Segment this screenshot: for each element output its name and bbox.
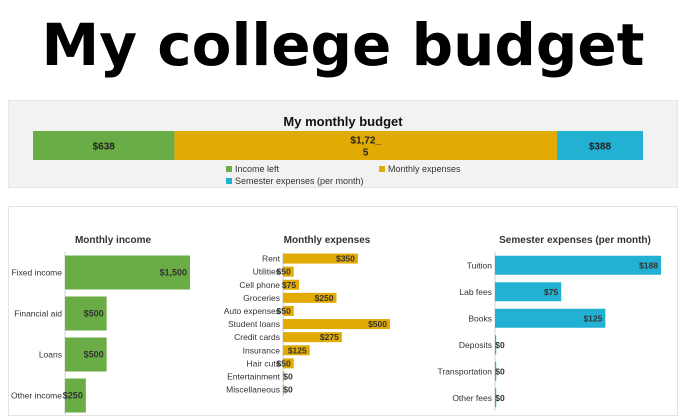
bar: [283, 253, 358, 264]
bar: [495, 361, 497, 381]
bar: [283, 371, 285, 382]
category-label: Cell phone: [239, 280, 280, 290]
data-label: $250: [315, 293, 334, 303]
data-label: $0: [283, 371, 293, 381]
legend-swatch: [226, 178, 232, 184]
category-label: Auto expenses: [224, 306, 280, 316]
category-label: Groceries: [243, 293, 280, 303]
category-label: Tuition: [467, 260, 492, 270]
category-label: Entertainment: [227, 371, 281, 381]
category-label: Loans: [39, 350, 62, 360]
monthly-budget-panel: My monthly budget $638 $1,72_ 5 $388 Income l…: [8, 100, 678, 188]
bar: [283, 266, 294, 277]
bar: [283, 279, 300, 290]
data-label: $75: [282, 280, 296, 290]
bar: [283, 292, 337, 303]
legend-entry: Income left: [235, 164, 280, 174]
data-label: $188: [639, 260, 658, 270]
summary-bar-segment: [33, 131, 175, 160]
bar: [283, 319, 390, 330]
bar: [65, 337, 107, 372]
bar: [65, 296, 107, 331]
legend-swatch: [379, 166, 385, 172]
category-label: Transportation: [438, 366, 493, 376]
data-label: $125: [583, 313, 602, 323]
monthly-budget-chart: My monthly budget $638 $1,72_5 $388 Income l…: [33, 114, 643, 186]
category-label: Hair cuts: [246, 358, 280, 368]
data-label: $50: [277, 267, 291, 277]
category-label: Lab fees: [459, 287, 492, 297]
category-label: Student loans: [228, 319, 280, 329]
bar: [283, 345, 310, 356]
data-label: $500: [84, 350, 104, 360]
data-label: $500: [368, 319, 387, 329]
category-label: Insurance: [243, 345, 281, 355]
category-label: Books: [468, 313, 492, 323]
bar: [65, 255, 190, 290]
bar: [283, 384, 285, 395]
summary-data-label: $638: [93, 142, 116, 153]
category-label: Miscellaneous: [226, 385, 280, 395]
bar: [283, 332, 342, 343]
data-label: $0: [495, 340, 505, 350]
chart-title: Monthly expenses: [284, 235, 371, 246]
bar: [495, 255, 661, 275]
data-label: $500: [84, 309, 104, 319]
category-label: Fixed income: [11, 268, 62, 278]
category-label: Other fees: [452, 393, 492, 403]
data-label: $75: [544, 287, 558, 297]
summary-bar-segment: [174, 131, 557, 160]
data-label: $275: [320, 332, 339, 342]
bar: [495, 335, 497, 355]
category-label: Credit cards: [234, 332, 280, 342]
category-label: Utilities: [253, 267, 280, 277]
data-label: $0: [283, 385, 293, 395]
summary-bar-segment: [556, 131, 643, 160]
category-label: Other income: [11, 391, 62, 401]
data-label: $0: [495, 366, 505, 376]
detail-charts-panel: Monthly income Fixed income $1,500 Financia…: [8, 206, 678, 416]
summary-data-label: 5: [363, 148, 369, 159]
bar: [495, 282, 562, 302]
category-label: Deposits: [459, 340, 492, 350]
chart-title: Semester expenses (per month): [499, 235, 651, 246]
category-label: Financial aid: [14, 309, 62, 319]
category-label: Rent: [262, 254, 281, 264]
data-label: $125: [288, 345, 307, 355]
bar: [283, 358, 294, 369]
data-label: $1,500: [159, 268, 187, 278]
page-title: My college budget: [41, 11, 645, 79]
bar: [283, 305, 294, 316]
bar: [495, 388, 497, 408]
summary-data-label: $1,72_: [350, 136, 381, 147]
data-label: $0: [495, 393, 505, 403]
data-label: $50: [277, 358, 291, 368]
bar: [65, 378, 86, 413]
legend-entry: Monthly expenses: [388, 164, 461, 174]
detail-charts: Monthly income Fixed income $1,500 Financia…: [11, 235, 661, 416]
bar: [495, 308, 606, 328]
summary-chart-title: My monthly budget: [283, 114, 403, 129]
data-label: $250: [63, 391, 83, 401]
legend-entry: Semester expenses (per month): [235, 176, 364, 186]
chart-title: Monthly income: [75, 235, 152, 246]
data-label: $50: [277, 306, 291, 316]
summary-data-label: $388: [589, 142, 612, 153]
data-label: $350: [336, 254, 355, 264]
legend-swatch: [226, 166, 232, 172]
